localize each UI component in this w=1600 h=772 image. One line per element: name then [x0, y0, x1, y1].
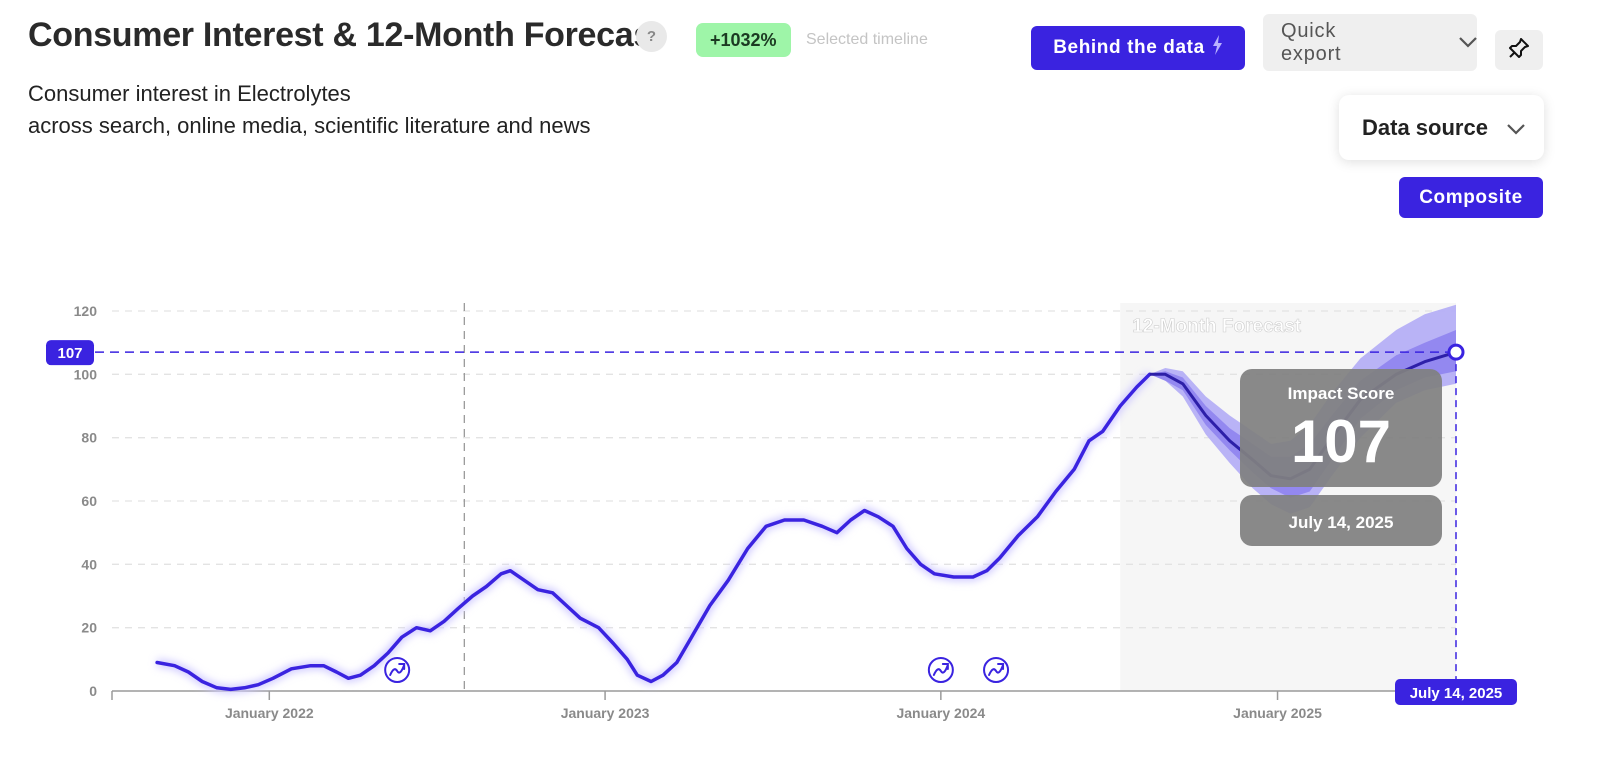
forecast-band-outer — [1149, 304, 1456, 514]
y-tick-label: 120 — [74, 303, 98, 319]
endpoint-marker — [1447, 343, 1465, 361]
trend-event-icon[interactable] — [384, 657, 411, 683]
pin-icon — [1507, 36, 1531, 65]
chevron-down-icon — [1459, 31, 1477, 54]
tooltip-value: 107 — [1291, 408, 1391, 475]
y-tick-label: 60 — [81, 493, 97, 509]
y-tick-label: 80 — [81, 430, 97, 446]
help-icon[interactable]: ? — [636, 21, 667, 52]
tooltip-box — [1240, 369, 1442, 487]
data-source-dropdown[interactable]: Data source — [1339, 95, 1544, 160]
reference-value-badge — [46, 340, 94, 366]
change-badge: +1032% — [696, 23, 791, 57]
subtitle-line-2: across search, online media, scientific … — [28, 113, 591, 138]
end-date-label: July 14, 2025 — [1410, 685, 1503, 702]
reference-value-label: 107 — [57, 345, 82, 362]
tooltip-date: July 14, 2025 — [1289, 513, 1394, 532]
y-tick-label: 0 — [89, 683, 97, 699]
pin-button[interactable] — [1495, 30, 1543, 70]
quick-export-label: Quick export — [1281, 19, 1342, 65]
subtitle-line-1: Consumer interest in Electrolytes — [28, 81, 351, 106]
behind-the-data-label: Behind the data — [1053, 37, 1205, 58]
x-tick-label: January 2023 — [561, 705, 650, 721]
x-tick-label: January 2024 — [896, 705, 985, 721]
data-source-label: Data source — [1362, 114, 1488, 140]
y-tick-label: 40 — [81, 556, 97, 572]
tooltip-date-box — [1240, 495, 1442, 546]
y-tick-label: 100 — [74, 366, 98, 382]
trend-event-icon[interactable] — [927, 657, 954, 683]
forecast-label: 12-Month Forecast — [1132, 316, 1302, 337]
interest-line-glow — [156, 371, 1153, 694]
behind-the-data-button[interactable]: Behind the data — [1031, 26, 1245, 70]
trend-event-arrow — [988, 663, 1005, 676]
interest-line — [155, 372, 1152, 692]
lightning-icon — [1212, 35, 1223, 61]
trend-event-arrow — [932, 663, 949, 676]
chevron-down-icon — [1507, 115, 1525, 141]
end-date-badge — [1395, 679, 1517, 705]
selected-timeline-label: Selected timeline — [806, 31, 928, 48]
x-tick-label: January 2022 — [225, 705, 314, 721]
composite-button[interactable]: Composite — [1399, 177, 1543, 218]
trend-event-icon[interactable] — [983, 657, 1010, 683]
tooltip-title: Impact Score — [1288, 384, 1395, 403]
y-tick-label: 20 — [81, 620, 97, 636]
x-tick-label: January 2025 — [1233, 705, 1322, 721]
chart-subtitle: Consumer interest in Electrolytes across… — [28, 78, 591, 142]
quick-export-button[interactable]: Quick export — [1263, 14, 1477, 71]
trend-event-arrow — [389, 663, 406, 676]
page-title: Consumer Interest & 12-Month Forecast — [28, 16, 664, 54]
